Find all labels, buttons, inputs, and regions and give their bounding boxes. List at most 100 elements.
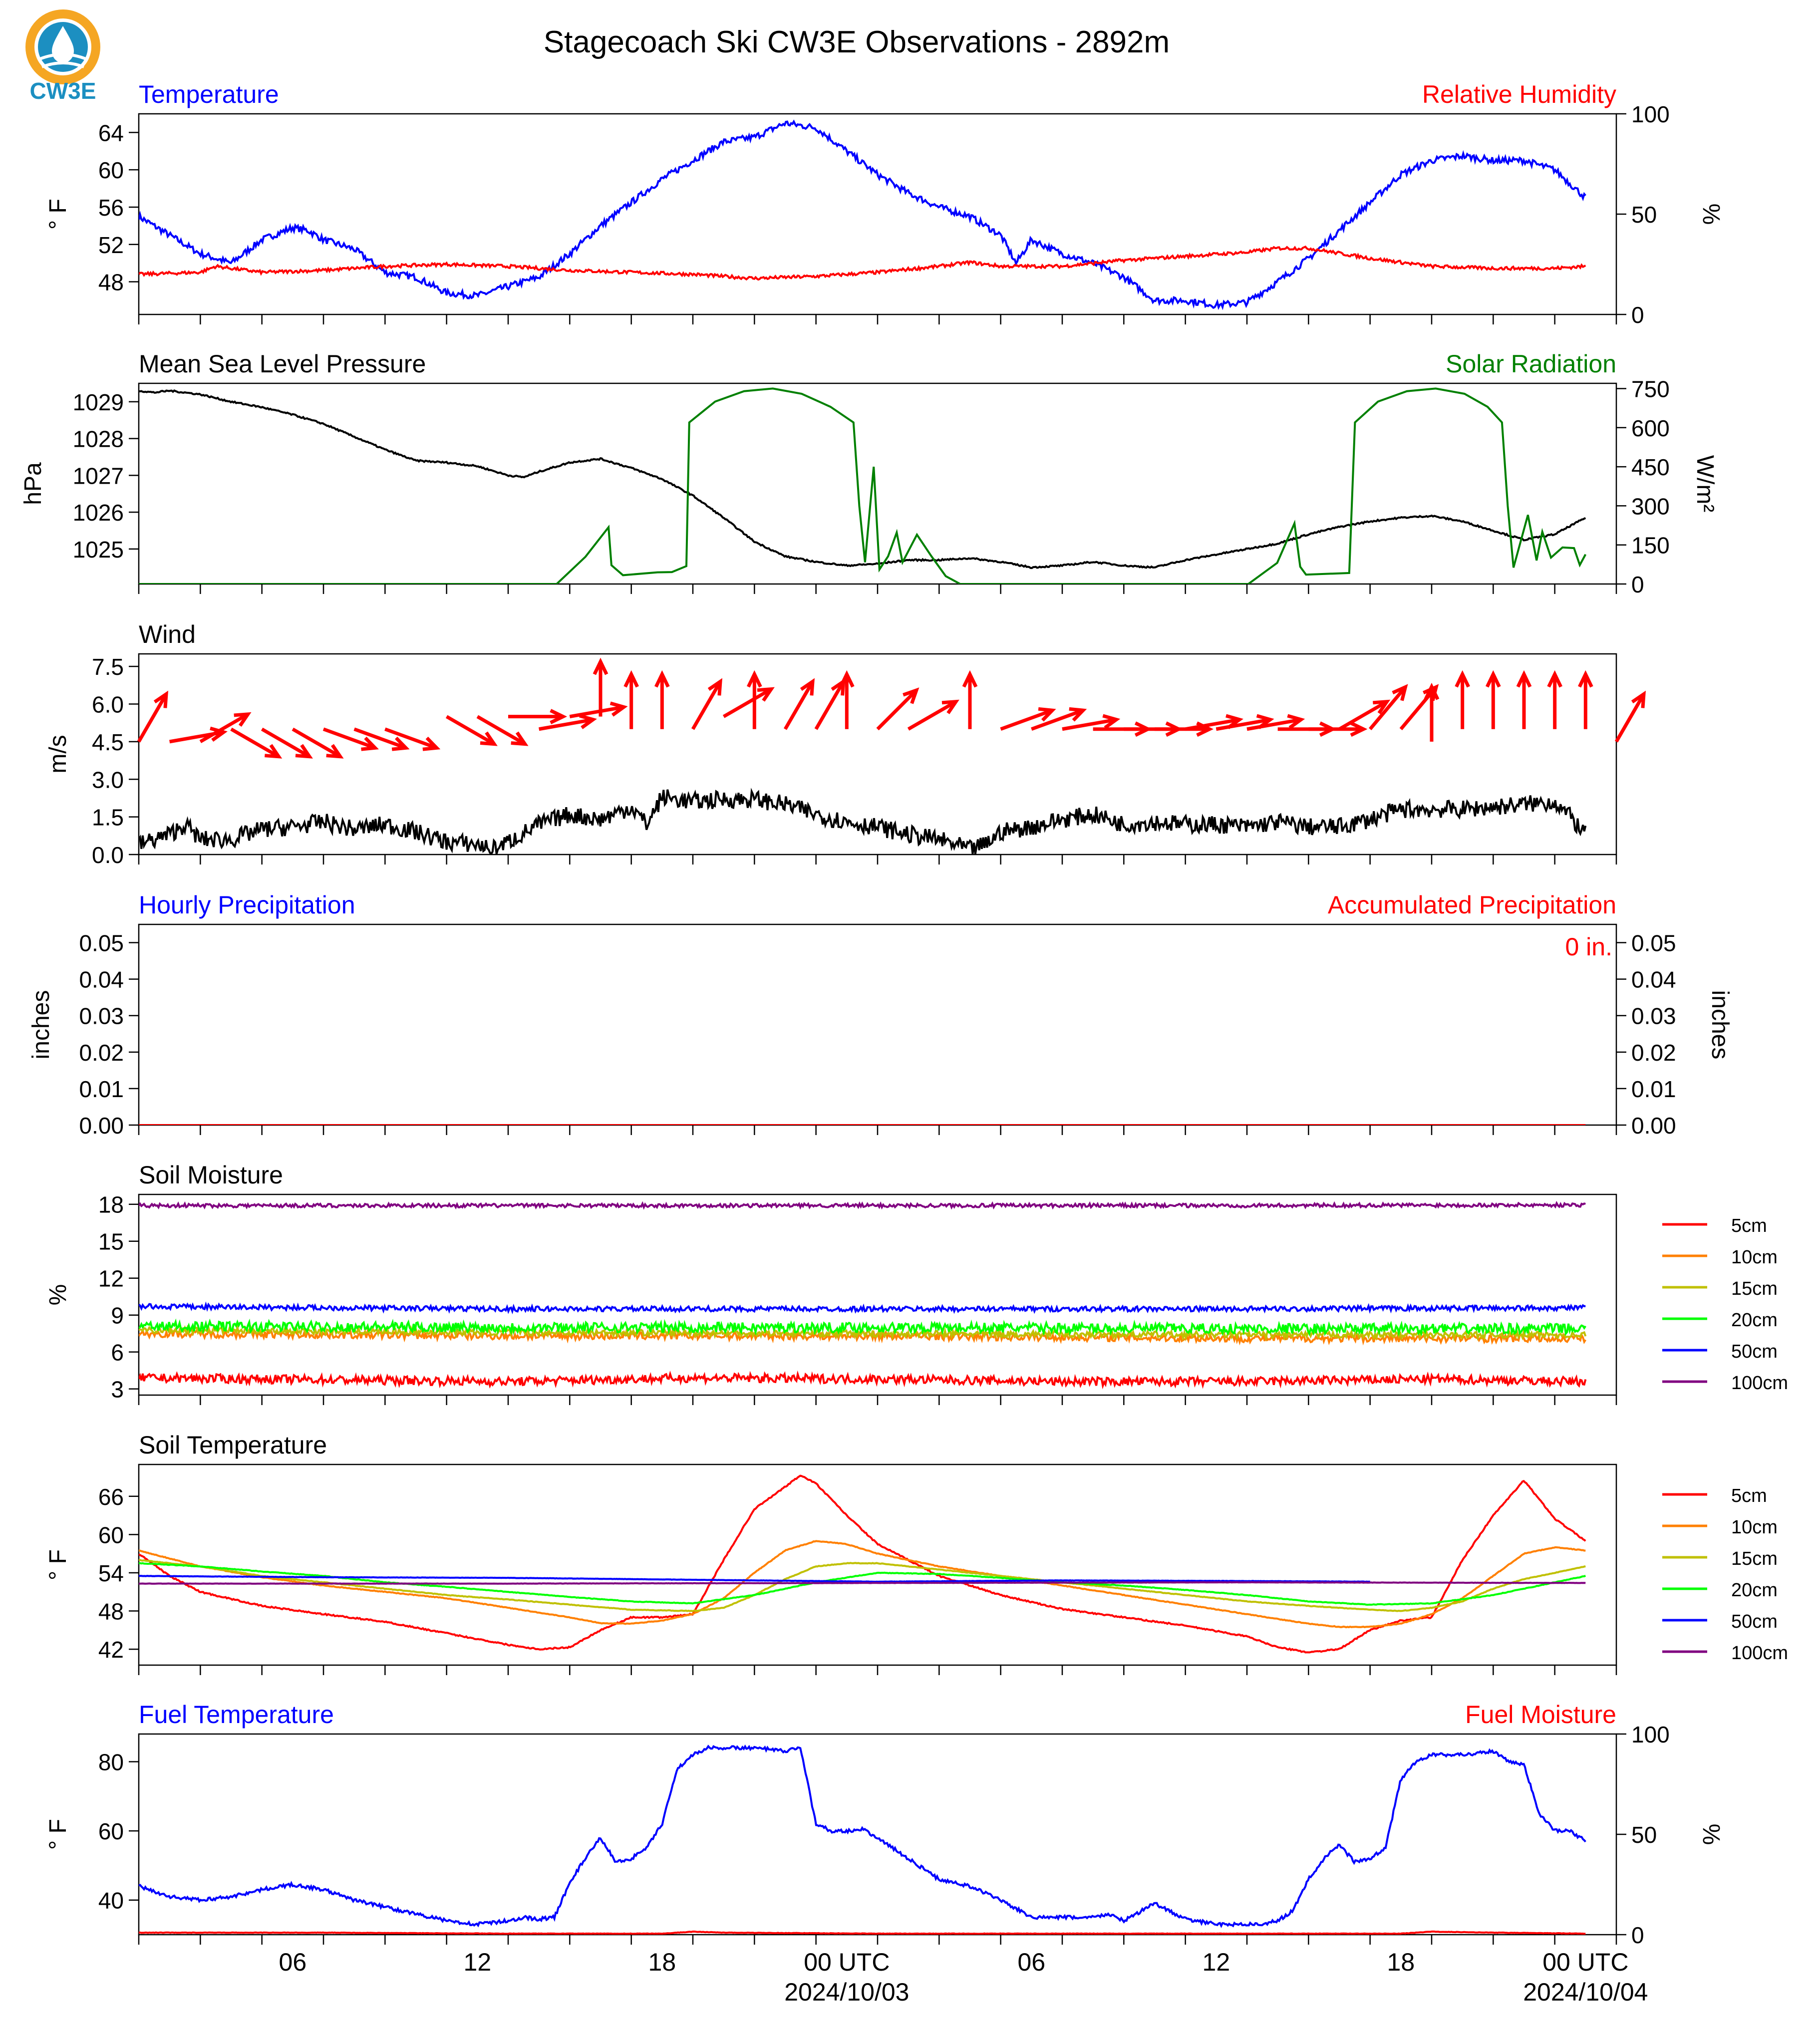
y-axis-label: ° F [45, 199, 71, 230]
wind-arrow-head [234, 712, 252, 727]
x-tick-label: 12 [1203, 1948, 1230, 1976]
y-right-tick-label: 0.05 [1631, 930, 1676, 956]
wind-arrow [569, 701, 628, 719]
y-tick-label: 12 [98, 1266, 124, 1292]
series-line-20cm [139, 1562, 1586, 1606]
wind-arrow-head [609, 701, 628, 717]
wind-arrow-shaft [569, 705, 624, 719]
series-line-solar-radiation [139, 387, 1587, 584]
y-right-tick-label: 600 [1631, 415, 1670, 441]
series-line-wind speed [139, 788, 1587, 855]
wind-arrow [137, 690, 169, 743]
y-tick-label: 0.04 [79, 967, 124, 993]
wind-arrow-head [579, 714, 597, 729]
wind-arrow-head [1373, 699, 1391, 714]
series-line-5cm [139, 1474, 1586, 1654]
wind-arrow [476, 715, 529, 746]
wind-arrow-shaft [322, 727, 376, 750]
legend-label: 10cm [1731, 1247, 1778, 1268]
y-right-axis-label: W/m² [1692, 455, 1718, 513]
plot-frame [138, 1733, 1617, 1936]
y-right-tick-label: 0 [1631, 1922, 1644, 1948]
wind-arrow-head [210, 726, 228, 742]
wind-arrow-shaft [1614, 693, 1646, 743]
wind-arrow [839, 670, 855, 729]
y-right-tick-label: 0.02 [1631, 1040, 1676, 1066]
wind-arrow [1338, 699, 1391, 731]
x-tick-label: 06 [1018, 1948, 1046, 1976]
y-tick-label: 56 [98, 195, 124, 221]
wind-arrow-shaft [1062, 718, 1117, 731]
y-tick-label: 18 [98, 1192, 124, 1218]
logo-text: CW3E [30, 78, 96, 104]
y-tick-label: 1028 [73, 426, 124, 452]
wind-arrow-head [1577, 670, 1593, 688]
wind-arrow-head [1423, 684, 1439, 701]
y-axis-label: ° F [45, 1819, 71, 1850]
series-line-100cm [139, 1200, 1586, 1210]
panel-hourly-precipitation: Hourly Precipitation Accumulated Precipit… [28, 891, 1733, 1139]
y-axis-label: m/s [45, 735, 71, 773]
wind-arrow [1547, 670, 1563, 729]
panel-title-left: Temperature [139, 80, 279, 108]
wind-arrow-head [1038, 707, 1056, 722]
wind-arrow-shaft [1215, 718, 1271, 731]
wind-arrow-head [550, 709, 568, 724]
wind-arrow [1000, 707, 1056, 731]
wind-arrow [593, 657, 608, 717]
series-line-5cm [139, 1370, 1587, 1390]
series-line-50cm [139, 1575, 1370, 1583]
y-tick-label: 64 [98, 120, 124, 146]
series-line [139, 1930, 1586, 1935]
wind-arrow [1577, 670, 1593, 729]
series-line-10cm [139, 1540, 1586, 1629]
y-tick-label: 0.0 [92, 842, 124, 868]
wind-arrow [1368, 684, 1408, 730]
y-right-tick-label: 0.01 [1631, 1076, 1676, 1102]
y-tick-label: 54 [98, 1560, 124, 1586]
wind-arrow [1308, 721, 1368, 737]
panel-title-right: Fuel Moisture [1465, 1701, 1616, 1729]
panel-title-right: Relative Humidity [1422, 80, 1616, 108]
y-right-tick-label: 100 [1631, 1722, 1670, 1747]
wind-arrow-shaft [814, 680, 845, 730]
cw3e-logo: CW3E [25, 9, 100, 104]
y-right-axis-label: inches [1707, 990, 1733, 1060]
wind-arrow [1516, 670, 1532, 729]
wind-arrow-shaft [722, 687, 772, 718]
y-tick-label: 48 [98, 1599, 124, 1625]
y-tick-label: 4.5 [92, 729, 124, 755]
y-axis-label: ° F [45, 1549, 71, 1580]
panel-title-left: Fuel Temperature [139, 1701, 334, 1729]
wind-arrow-shaft [1000, 708, 1053, 731]
x-tick-label: 00 UTC [1542, 1948, 1628, 1976]
wind-arrow-head [839, 670, 855, 688]
y-right-tick-label: 300 [1631, 493, 1670, 519]
wind-arrow-shaft [445, 715, 495, 746]
legend-label: 50cm [1731, 1341, 1778, 1362]
plot-frame [138, 1193, 1617, 1396]
legend-label: 20cm [1731, 1580, 1778, 1601]
y-tick-label: 66 [98, 1484, 124, 1510]
y-tick-label: 1025 [73, 537, 124, 563]
wind-arrow-head [757, 687, 775, 702]
wind-arrow-shaft [261, 727, 310, 758]
wind-arrow-head [1455, 670, 1471, 688]
panel-title-right: Accumulated Precipitation [1328, 891, 1616, 919]
wind-arrow [169, 726, 228, 744]
series-line [139, 245, 1586, 281]
y-tick-label: 0.01 [79, 1076, 124, 1102]
wind-arrow-shaft [783, 680, 815, 730]
wind-arrow-head [903, 687, 919, 704]
wind-arrow-head [511, 731, 529, 746]
wind-arrow-head [707, 678, 723, 696]
wind-arrow-shaft [476, 715, 526, 746]
wind-arrow-shaft [691, 680, 722, 730]
wind-arrow-head [623, 670, 639, 688]
plot-frame [138, 382, 1617, 585]
y-right-axis-label: % [1698, 1824, 1724, 1845]
legend-label: 100cm [1731, 1373, 1788, 1394]
y-tick-label: 0.00 [79, 1113, 124, 1139]
wind-arrow-shaft [1338, 700, 1388, 731]
wind-arrow-head [593, 657, 608, 675]
